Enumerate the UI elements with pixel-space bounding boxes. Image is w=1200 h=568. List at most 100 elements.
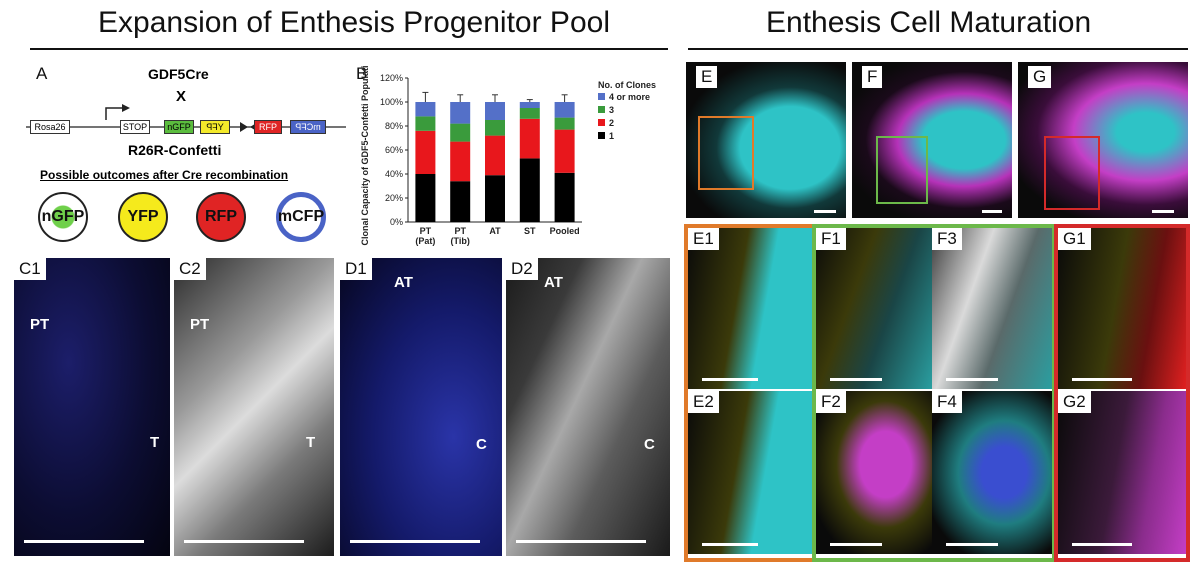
outcome-ngfp: nGFP xyxy=(38,192,88,242)
promoter-arrow-icon xyxy=(105,107,122,120)
x-category-label: PT xyxy=(454,226,466,236)
bar-segment xyxy=(485,120,505,136)
bar-segment xyxy=(415,116,436,131)
g-inset-box xyxy=(1044,136,1100,210)
bar-segment xyxy=(519,108,540,119)
e2-label: E2 xyxy=(688,391,719,413)
micrograph-f2: F2 xyxy=(816,391,932,554)
f4-label: F4 xyxy=(932,391,962,413)
d2-at-label: AT xyxy=(544,274,563,291)
c2-scalebar xyxy=(184,540,304,543)
micrograph-g1: G1 xyxy=(1058,228,1186,389)
f2-scalebar xyxy=(830,543,882,546)
x-category-label: PT xyxy=(420,226,432,236)
f-inset-box xyxy=(876,136,928,204)
bar-segment xyxy=(485,102,505,120)
gene-rosa26: Rosa26 xyxy=(30,120,70,134)
x-category-label: ST xyxy=(524,226,536,236)
left-section-title: Expansion of Enthesis Progenitor Pool xyxy=(98,6,610,39)
c1-t-label: T xyxy=(150,434,160,451)
e2-scalebar xyxy=(702,543,758,546)
f1-scalebar xyxy=(830,378,882,381)
bar-segment xyxy=(485,175,505,222)
bar-segment xyxy=(554,117,575,130)
bar-segment xyxy=(519,102,540,108)
legend-swatch xyxy=(598,119,605,126)
gene-yfp: YFP xyxy=(200,120,230,134)
c2-t-label: T xyxy=(306,434,316,451)
f3-scalebar xyxy=(946,378,998,381)
legend-label: 4 or more xyxy=(609,92,650,102)
bar-segment xyxy=(485,135,505,176)
r26r-confetti-label: R26R-Confetti xyxy=(128,142,222,158)
gene-mcfp: mCFP xyxy=(290,120,326,134)
gene-stop: STOP xyxy=(120,120,150,134)
micrograph-d1: D1 AT C xyxy=(340,258,502,556)
micrograph-e: E xyxy=(686,62,846,218)
e1-label: E1 xyxy=(688,228,719,250)
outcome-yfp: YFP xyxy=(118,192,168,242)
right-section-title: Enthesis Cell Maturation xyxy=(766,6,1092,39)
gene-ngfp: nGFP xyxy=(164,120,194,134)
f3-label: F3 xyxy=(932,228,962,250)
gdf5cre-label: GDF5Cre xyxy=(148,66,209,82)
micrograph-g2: G2 xyxy=(1058,391,1186,554)
right-title-rule xyxy=(688,48,1188,50)
micrograph-f4: F4 xyxy=(932,391,1052,554)
outcome-mcfp: mCFP xyxy=(276,192,326,242)
x-category-label: AT xyxy=(489,226,501,236)
c2-pt-label: PT xyxy=(190,316,210,333)
bar-segment xyxy=(450,102,471,124)
c1-scalebar xyxy=(24,540,144,543)
micrograph-c1: C1 PT T xyxy=(14,258,170,556)
legend-title: No. of Clones xyxy=(598,80,656,90)
d1-c-label: C xyxy=(476,436,487,453)
y-tick-label: 120% xyxy=(380,73,403,83)
outcome-rfp: RFP xyxy=(196,192,246,242)
micrograph-f3: F3 xyxy=(932,228,1052,389)
legend-swatch xyxy=(598,132,605,139)
g-scalebar xyxy=(1152,210,1174,213)
e-scalebar xyxy=(814,210,836,213)
d2-c-label: C xyxy=(644,436,655,453)
f1-label: F1 xyxy=(816,228,846,250)
d1-at-label: AT xyxy=(394,274,413,291)
y-tick-label: 80% xyxy=(385,121,403,131)
g-label: G xyxy=(1028,66,1052,88)
micrograph-f1: F1 xyxy=(816,228,932,389)
clonal-capacity-chart: 0% 20% 40% 60% 80% 100% 120% Clonal Capacity of… xyxy=(360,66,656,246)
f2-label: F2 xyxy=(816,391,846,413)
bar-segment xyxy=(554,102,575,118)
gene-rfp: RFP xyxy=(254,120,282,134)
g1-label: G1 xyxy=(1058,228,1091,250)
legend-label: 2 xyxy=(609,118,614,128)
y-tick-label: 0% xyxy=(390,217,403,227)
y-tick-label: 40% xyxy=(385,169,403,179)
bar-segment xyxy=(554,129,575,173)
y-tick-label: 100% xyxy=(380,97,403,107)
x-category-label: (Tib) xyxy=(451,236,470,246)
e-inset-box xyxy=(698,116,754,190)
micrograph-e1: E1 xyxy=(688,228,812,389)
bar-segment xyxy=(519,118,540,159)
c1-pt-label: PT xyxy=(30,316,50,333)
micrograph-f: F xyxy=(852,62,1012,218)
f4-scalebar xyxy=(946,543,998,546)
g-detail-frame xyxy=(1054,224,1190,562)
panel-b-letter: B xyxy=(356,64,368,83)
micrograph-d2: D2 AT C xyxy=(506,258,670,556)
g2-label: G2 xyxy=(1058,391,1091,413)
g1-scalebar xyxy=(1072,378,1132,381)
y-axis-label: Clonal Capacity of GDF5-Confetti Populat… xyxy=(360,66,370,246)
micrograph-c2: C2 PT T xyxy=(174,258,334,556)
d2-scalebar xyxy=(516,540,646,543)
d2-label: D2 xyxy=(506,258,538,280)
outcomes-title: Possible outcomes after Cre recombinatio… xyxy=(40,168,289,182)
panel-a-letter: A xyxy=(36,64,48,83)
legend-label: 1 xyxy=(609,131,614,141)
bar-segment xyxy=(450,181,471,222)
micrograph-g: G xyxy=(1018,62,1188,218)
y-tick-label: 60% xyxy=(385,145,403,155)
x-category-label: (Pat) xyxy=(415,236,435,246)
e1-scalebar xyxy=(702,378,758,381)
